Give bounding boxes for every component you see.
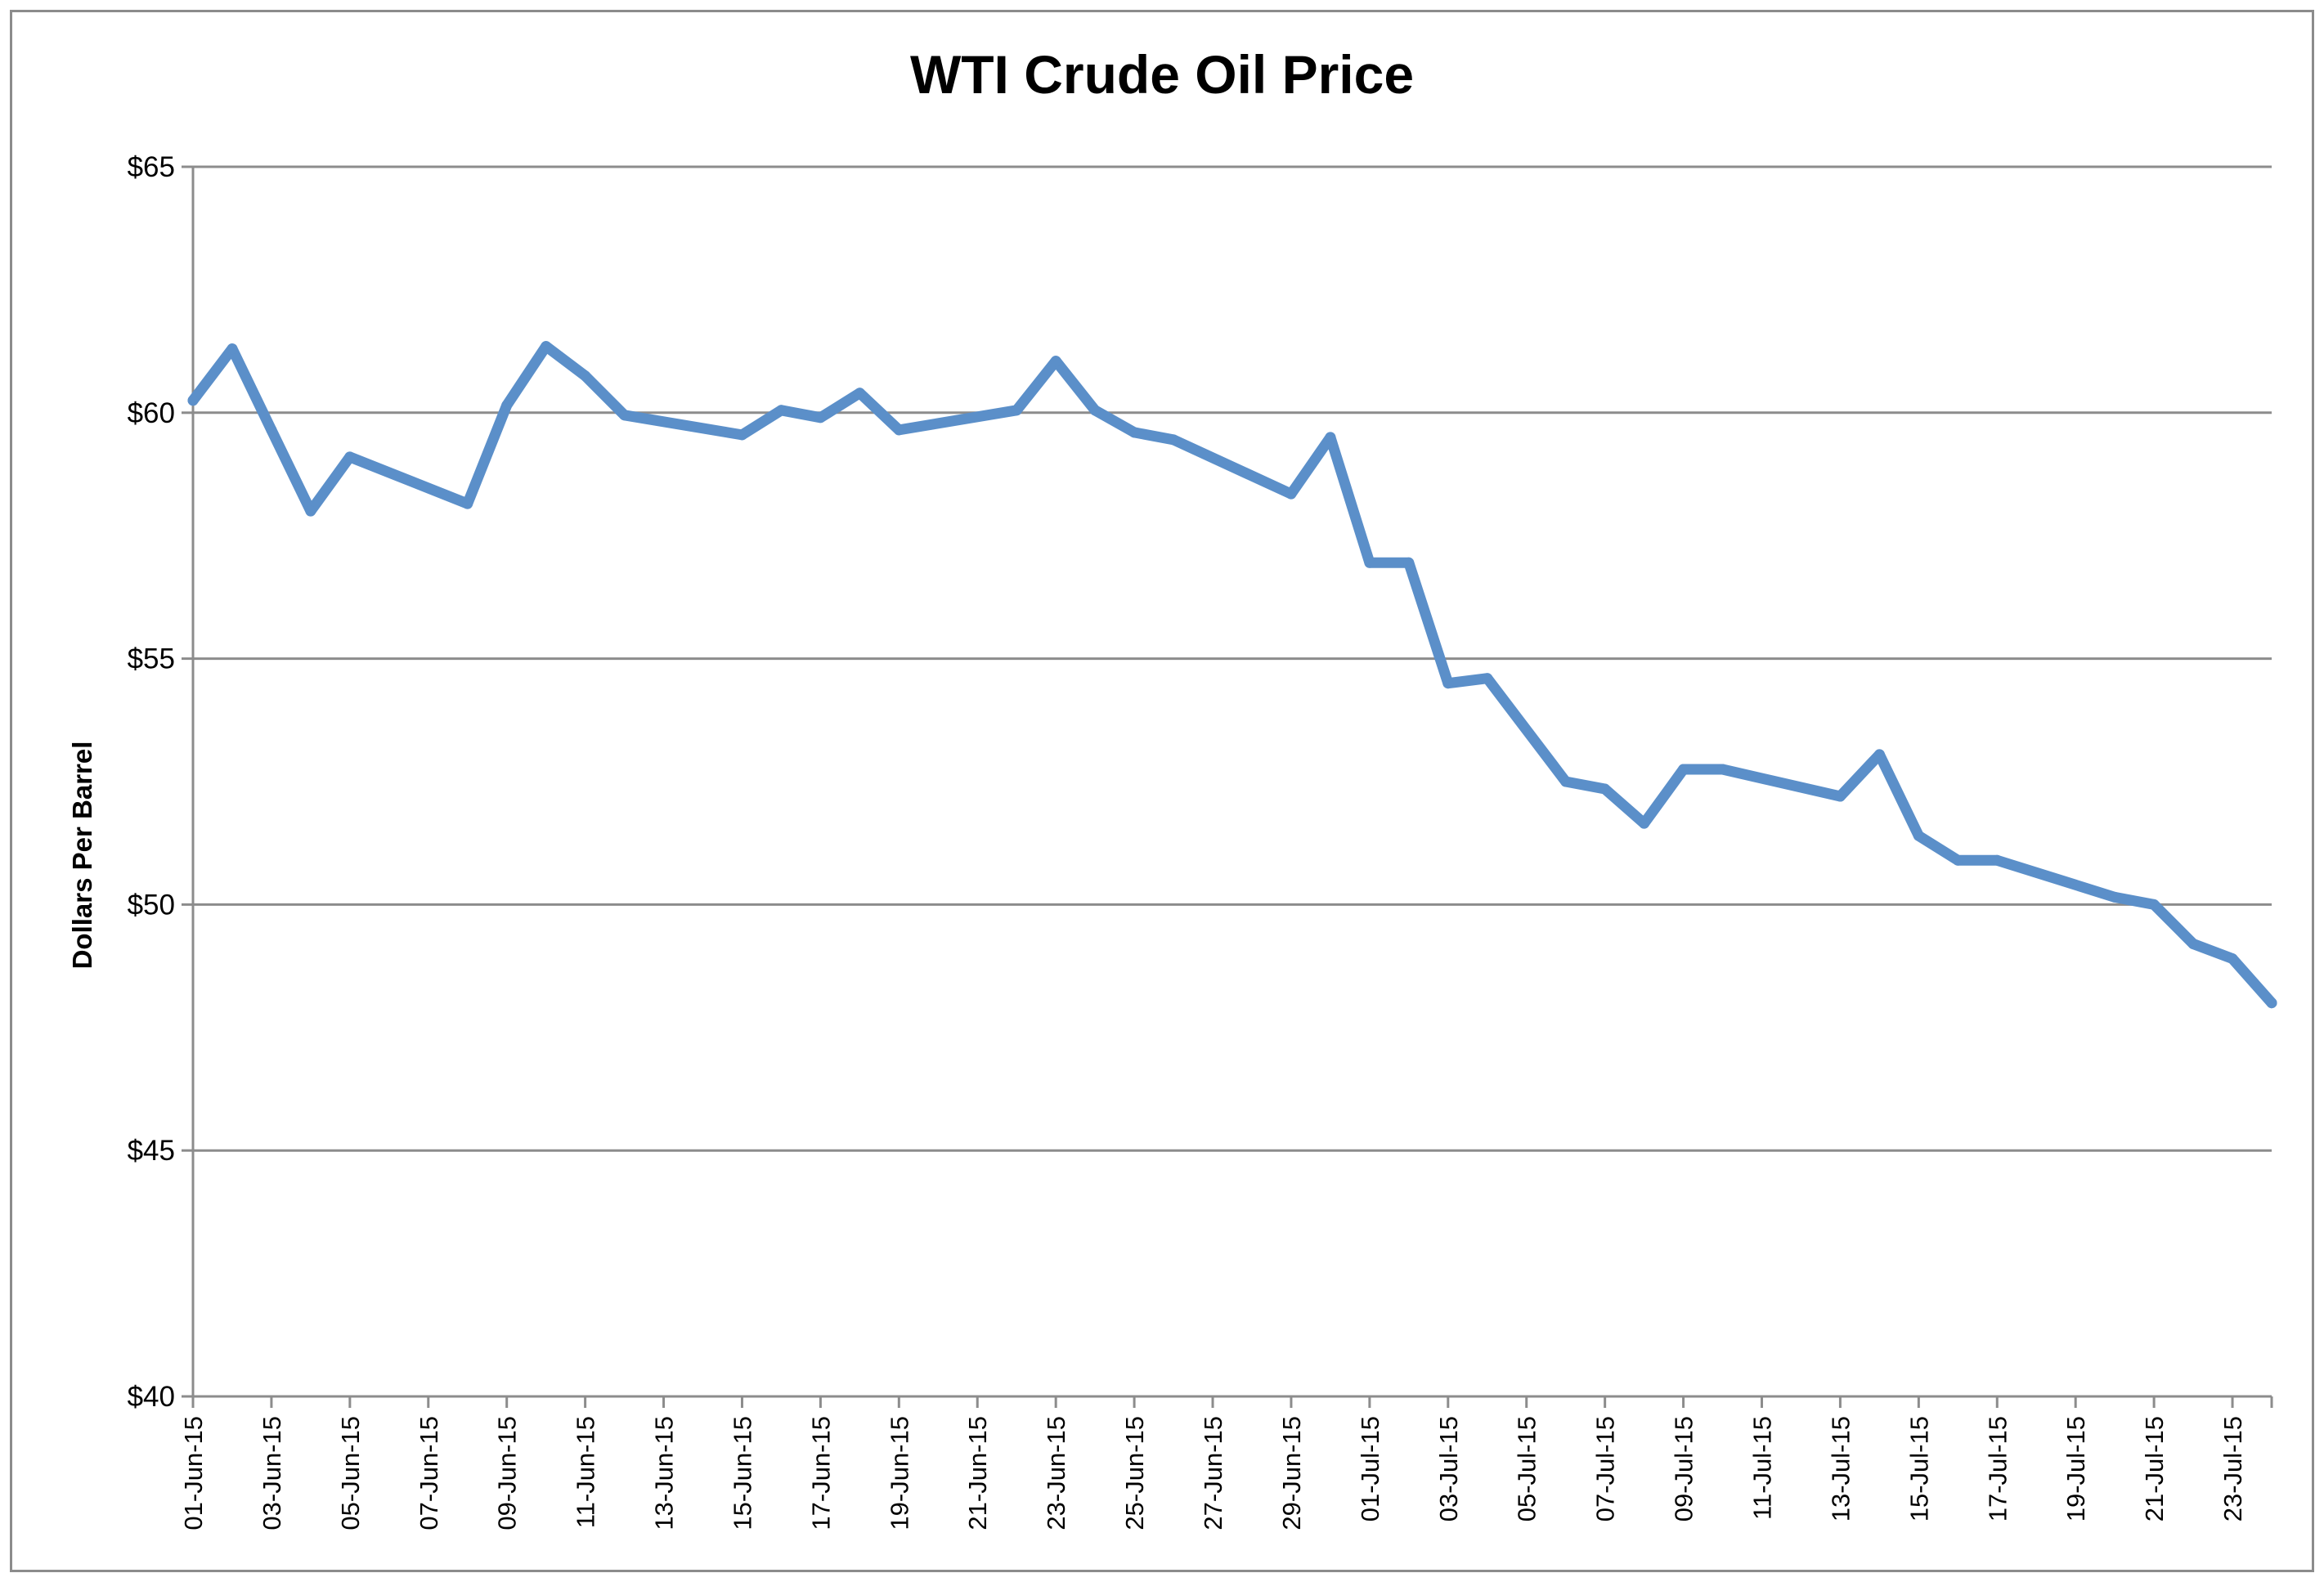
data-point (541, 341, 552, 352)
data-point (1050, 356, 1061, 367)
data-point (1325, 432, 1336, 443)
x-tick-label: 03-Jul-15 (1434, 1416, 1463, 1521)
x-tick-label: 15-Jul-15 (1905, 1416, 1933, 1521)
y-tick-label: $40 (128, 1381, 175, 1413)
x-tick-label: 13-Jun-15 (650, 1416, 679, 1530)
series-layer (187, 341, 2277, 1009)
data-point (1834, 791, 1846, 802)
data-point (775, 405, 787, 416)
x-tick-labels: 01-Jun-15 03-Jun-15 05-Jun-15 07-Jun-15 09-J… (179, 1396, 2273, 1530)
data-point (2187, 939, 2199, 949)
data-point (1913, 830, 1924, 841)
data-point (1442, 678, 1454, 689)
data-point (1639, 818, 1650, 829)
axes (191, 167, 2272, 1398)
x-tick-label: 19-Jun-15 (885, 1416, 913, 1530)
data-point (462, 498, 473, 509)
data-point (893, 424, 904, 436)
data-point (580, 370, 591, 382)
y-tick-label: $45 (128, 1135, 175, 1167)
x-tick-label: 01-Jul-15 (1356, 1416, 1384, 1521)
x-tick-label: 19-Jul-15 (2062, 1416, 2090, 1521)
data-point (1128, 427, 1140, 438)
x-tick-label: 27-Jun-15 (1199, 1416, 1227, 1530)
data-point (814, 412, 826, 424)
data-point (1364, 557, 1375, 568)
data-point (2109, 891, 2120, 903)
data-point (619, 410, 630, 421)
x-tick-label: 25-Jun-15 (1120, 1416, 1149, 1530)
data-point (344, 451, 356, 463)
data-point (854, 388, 865, 399)
data-point (305, 505, 316, 517)
data-point (266, 424, 277, 436)
data-point (501, 400, 513, 411)
data-point (1089, 405, 1101, 416)
data-point (1717, 764, 1728, 775)
x-tick-label: 09-Jun-15 (493, 1416, 522, 1530)
chart-frame (10, 10, 2314, 1572)
data-point (1482, 673, 1493, 684)
x-tick-label: 29-Jun-15 (1277, 1416, 1306, 1530)
data-point (1560, 776, 1572, 787)
data-point (1011, 405, 1022, 416)
data-point (187, 395, 199, 406)
data-point (1403, 557, 1415, 568)
y-tick-label: $65 (128, 151, 175, 183)
data-point (1285, 488, 1297, 500)
data-point (2266, 997, 2277, 1009)
y-tick-label: $55 (128, 643, 175, 675)
x-tick-label: 11-Jul-15 (1747, 1416, 1776, 1520)
x-tick-label: 15-Jun-15 (728, 1416, 756, 1530)
data-point (1991, 854, 2003, 866)
x-tick-label: 21-Jun-15 (963, 1416, 992, 1530)
data-point (2148, 899, 2160, 910)
x-tick-label: 17-Jul-15 (1983, 1416, 2012, 1521)
y-tick-label: $60 (128, 397, 175, 429)
x-tick-label: 03-Jun-15 (258, 1416, 286, 1530)
x-tick-label: 23-Jul-15 (2219, 1416, 2247, 1521)
x-tick-label: 13-Jul-15 (1826, 1416, 1855, 1521)
data-point (1678, 764, 1689, 775)
x-tick-label: 17-Jun-15 (806, 1416, 835, 1530)
x-tick-label: 09-Jul-15 (1670, 1416, 1698, 1521)
data-point (1952, 854, 1963, 866)
x-tick-label: 07-Jul-15 (1591, 1416, 1620, 1521)
gridlines (182, 165, 2272, 1398)
data-point (737, 429, 747, 441)
x-tick-label: 01-Jun-15 (179, 1416, 208, 1530)
y-tick-labels: $40 $45 $50 $55 $60 $65 (128, 151, 175, 1413)
data-point (1599, 783, 1611, 795)
x-tick-label: 05-Jul-15 (1513, 1416, 1541, 1521)
x-tick-label: 21-Jul-15 (2140, 1416, 2169, 1521)
data-point (2227, 953, 2238, 965)
x-tick-label: 23-Jun-15 (1042, 1416, 1070, 1530)
data-point (227, 343, 238, 355)
chart-title: WTI Crude Oil Price (909, 44, 1415, 105)
data-point (1873, 749, 1885, 760)
x-tick-label: 07-Jun-15 (415, 1416, 443, 1530)
y-axis-title: Dollars Per Barrel (67, 742, 97, 970)
y-tick-label: $50 (128, 889, 175, 921)
x-tick-label: 11-Jun-15 (572, 1416, 600, 1528)
x-tick-label: 05-Jun-15 (336, 1416, 365, 1530)
data-point (1168, 434, 1179, 446)
